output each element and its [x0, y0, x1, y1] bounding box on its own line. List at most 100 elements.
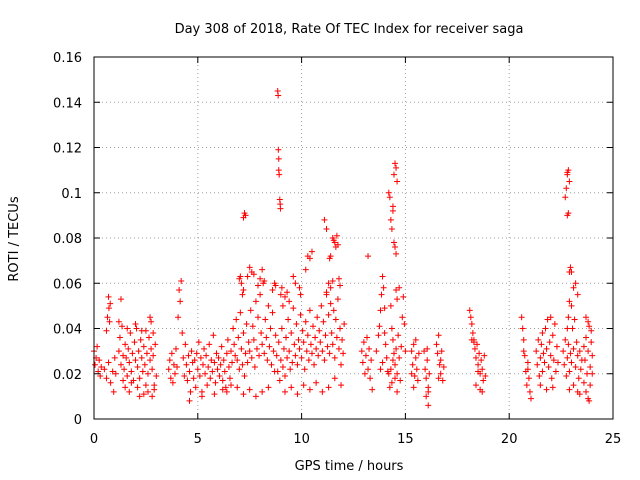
data-point — [410, 384, 417, 391]
data-point — [174, 363, 181, 370]
data-point — [122, 384, 129, 391]
data-point — [576, 348, 583, 355]
data-point — [573, 339, 580, 346]
data-point — [536, 373, 543, 380]
data-point — [140, 391, 147, 398]
data-point — [209, 368, 216, 375]
data-point — [563, 185, 570, 192]
data-point — [125, 345, 132, 352]
data-point — [150, 330, 157, 337]
data-point — [165, 366, 172, 373]
data-point — [275, 92, 282, 99]
data-point — [368, 357, 375, 364]
data-point — [233, 316, 240, 323]
data-point — [225, 363, 232, 370]
y-tick-label: 0 — [74, 413, 82, 428]
data-point — [539, 368, 546, 375]
data-point — [296, 345, 303, 352]
data-point — [393, 345, 400, 352]
data-point — [259, 341, 266, 348]
data-point — [257, 291, 264, 298]
data-point — [521, 352, 528, 359]
data-point — [280, 345, 287, 352]
data-point — [561, 361, 568, 368]
data-point — [335, 345, 342, 352]
data-point — [323, 289, 330, 296]
data-point — [537, 382, 544, 389]
data-point — [219, 386, 226, 393]
data-point — [361, 370, 368, 377]
data-point — [401, 320, 408, 327]
data-point — [244, 359, 251, 366]
data-point — [285, 316, 292, 323]
data-point — [308, 248, 315, 255]
data-point — [192, 384, 199, 391]
data-point — [201, 345, 208, 352]
data-point — [379, 273, 386, 280]
data-point — [167, 375, 174, 382]
data-point — [587, 363, 594, 370]
data-point — [276, 377, 283, 384]
data-point — [479, 388, 486, 395]
data-point — [586, 397, 593, 404]
data-point — [135, 348, 142, 355]
data-point — [261, 350, 268, 357]
data-point — [110, 388, 117, 395]
data-point — [409, 361, 416, 368]
data-point — [335, 275, 342, 282]
data-point — [535, 336, 542, 343]
data-point — [289, 359, 296, 366]
data-point — [320, 318, 327, 325]
y-tick-label: 0.12 — [53, 142, 82, 157]
data-point — [176, 287, 183, 294]
data-point — [166, 357, 173, 364]
data-point — [136, 393, 143, 400]
data-point — [288, 384, 295, 391]
data-point — [470, 339, 477, 346]
data-point — [469, 330, 476, 337]
data-point — [212, 379, 219, 386]
data-point — [313, 379, 320, 386]
data-point — [331, 354, 338, 361]
data-point — [123, 354, 130, 361]
data-point — [132, 357, 139, 364]
data-point — [311, 361, 318, 368]
data-point — [151, 386, 158, 393]
data-point — [589, 352, 596, 359]
y-tick-label: 0.02 — [53, 368, 82, 383]
data-point — [142, 382, 149, 389]
data-point — [115, 348, 122, 355]
data-point — [545, 363, 552, 370]
data-point — [381, 305, 388, 312]
data-point — [394, 296, 401, 303]
data-point — [566, 368, 573, 375]
data-point — [249, 323, 256, 330]
data-point — [107, 379, 114, 386]
data-point — [330, 307, 337, 314]
data-point — [538, 341, 545, 348]
data-point — [126, 388, 133, 395]
data-point — [385, 189, 392, 196]
data-point — [414, 377, 421, 384]
data-point — [117, 361, 124, 368]
data-point — [306, 386, 313, 393]
data-point — [466, 307, 473, 314]
data-point — [211, 359, 218, 366]
data-point — [390, 171, 397, 178]
data-point — [478, 357, 485, 364]
data-point — [325, 311, 332, 318]
data-point — [299, 327, 306, 334]
data-point — [566, 386, 573, 393]
data-point — [542, 325, 549, 332]
data-point — [333, 232, 340, 239]
data-point — [275, 339, 282, 346]
data-point — [331, 375, 338, 382]
data-point — [341, 320, 348, 327]
data-point — [127, 330, 134, 337]
data-point — [197, 354, 204, 361]
chart-title: Day 308 of 2018, Rate Of TEC Index for r… — [175, 22, 524, 37]
data-point — [388, 325, 395, 332]
data-point — [541, 359, 548, 366]
data-point — [392, 375, 399, 382]
data-point — [208, 357, 215, 364]
